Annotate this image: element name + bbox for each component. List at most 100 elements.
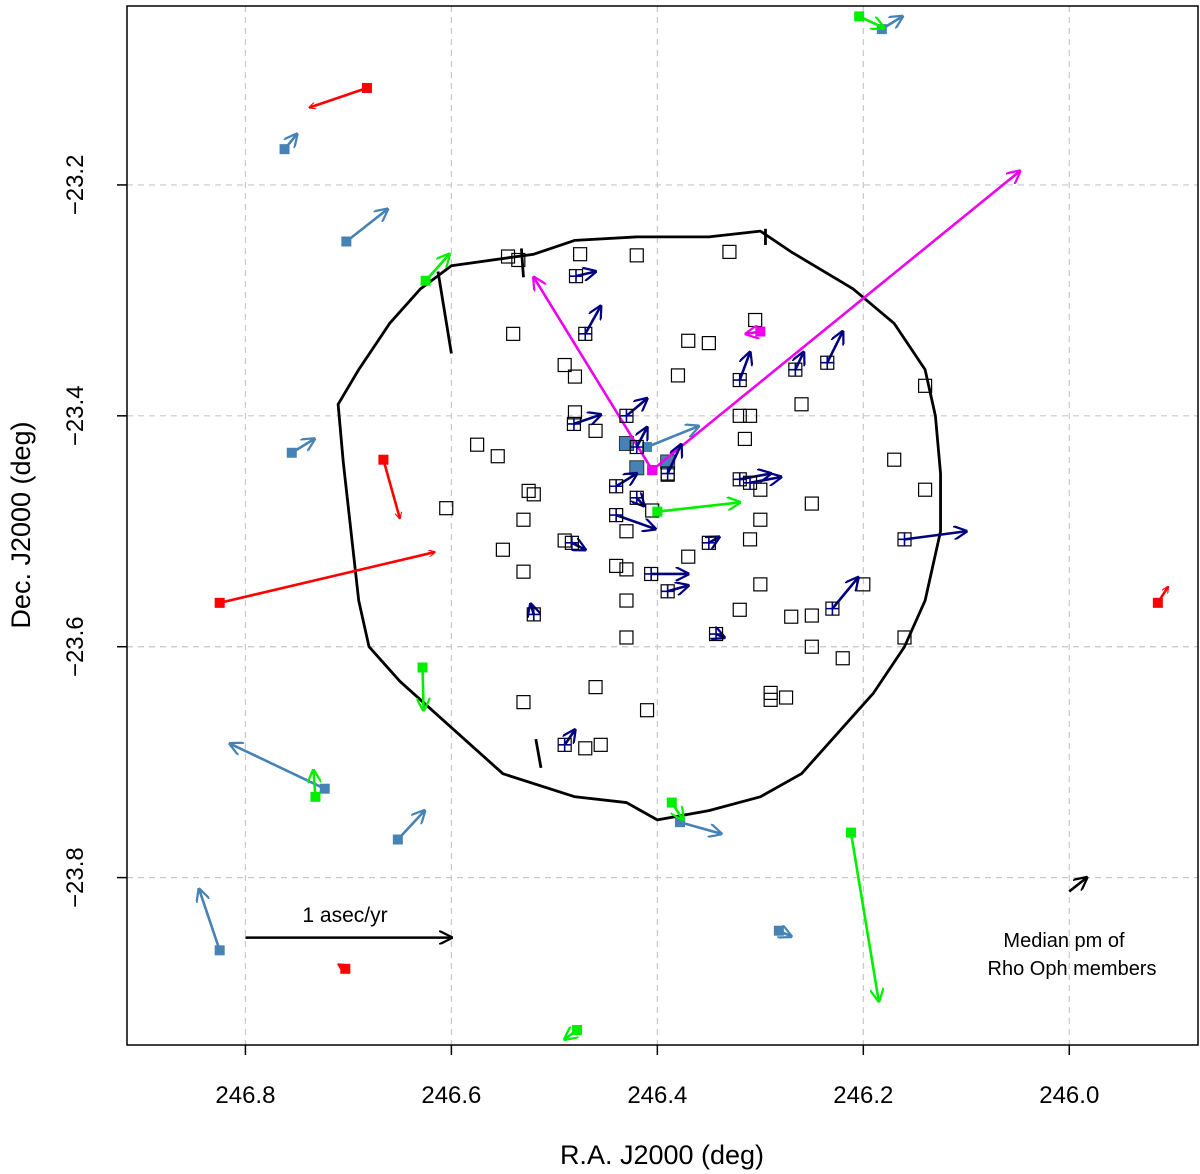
pm-arrow <box>667 586 689 592</box>
star-marker <box>319 783 330 794</box>
proper-motion-vectors <box>199 11 1170 1039</box>
star-marker <box>845 827 856 838</box>
star-marker <box>1152 597 1163 608</box>
star-marker <box>310 791 321 802</box>
open-square-marker <box>897 630 912 645</box>
outline-segment <box>436 271 453 354</box>
pm-arrow <box>904 531 967 541</box>
open-square-marker <box>804 608 819 623</box>
star-marker <box>214 945 225 956</box>
plus-marker <box>897 532 912 547</box>
open-square-marker <box>567 405 583 420</box>
open-square-marker <box>670 368 686 383</box>
plus-marker <box>566 416 581 431</box>
outline-polygon <box>336 229 942 822</box>
pm-arrow <box>831 577 858 610</box>
open-square-marker <box>748 312 763 328</box>
open-square-marker <box>681 333 696 348</box>
pm-arrow <box>230 744 326 790</box>
y-tick-label: −23.4 <box>62 385 89 446</box>
pm-arrow <box>565 730 575 746</box>
star-marker <box>773 925 784 936</box>
plus-marker <box>609 508 624 523</box>
open-square-marker <box>490 449 505 464</box>
filled-square-marker <box>629 460 645 476</box>
star-marker <box>666 797 677 808</box>
open-square-marker <box>516 564 531 579</box>
open-square-marker <box>722 244 737 259</box>
y-tick-label: −23.2 <box>62 155 89 216</box>
x-tick-label: 246.8 <box>215 1082 275 1109</box>
open-square-marker <box>794 397 809 412</box>
star-marker <box>755 326 766 337</box>
pm-arrow <box>849 832 879 1002</box>
open-square-marker <box>835 651 850 666</box>
plus-marker <box>629 490 644 505</box>
plus-marker <box>619 408 634 423</box>
open-square-marker <box>778 690 794 705</box>
pm-arrow <box>795 352 803 371</box>
plus-marker <box>820 355 835 370</box>
star-marker <box>420 275 431 286</box>
pm-arrow <box>423 667 424 710</box>
series-navy <box>527 269 967 752</box>
open-square-marker <box>629 248 644 263</box>
open-square-marker <box>753 512 768 527</box>
median-pm-label-line2: Rho Oph members <box>988 958 1157 980</box>
open-square-marker <box>619 562 634 577</box>
open-square-marker <box>737 431 752 447</box>
pm-arrow <box>625 399 647 417</box>
open-square-marker <box>439 501 454 516</box>
series-green <box>310 11 883 1039</box>
plus-marker <box>644 566 659 581</box>
outline-segment <box>534 738 543 769</box>
star-marker <box>642 441 653 452</box>
y-axis-label: Dec. J2000 (deg) <box>6 421 36 628</box>
plus-marker <box>701 535 716 550</box>
y-tick-label: −23.8 <box>62 847 89 908</box>
annotations <box>245 878 1086 938</box>
open-square-marker <box>619 630 634 645</box>
plus-marker <box>557 737 572 752</box>
open-square-marker <box>557 357 572 373</box>
open-square-marker <box>495 542 510 557</box>
open-square-marker <box>588 423 603 438</box>
scale-arrow-label: 1 asec/yr <box>302 904 387 927</box>
pm-arrow <box>679 820 721 834</box>
open-square-marker <box>619 524 634 539</box>
pm-arrow <box>534 277 654 471</box>
plus-marker <box>609 479 624 494</box>
plus-marker <box>732 373 747 388</box>
pm-arrow <box>826 332 842 364</box>
open-square-marker <box>753 577 768 592</box>
star-marker <box>378 454 389 465</box>
plus-marker <box>743 475 758 490</box>
star-marker <box>361 82 372 93</box>
star-marker <box>340 963 351 974</box>
open-square-marker <box>619 593 634 608</box>
open-square-marker <box>804 496 819 511</box>
plot-frame <box>126 5 1199 1046</box>
plus-marker <box>578 326 593 341</box>
series-steelblue <box>199 16 902 956</box>
member-markers <box>439 244 933 756</box>
open-square-marker <box>588 680 603 695</box>
open-square-marker <box>732 602 747 617</box>
open-square-marker <box>567 369 583 384</box>
x-tick-label: 246.6 <box>421 1082 481 1109</box>
star-marker <box>572 1024 583 1035</box>
pm-arrow <box>584 306 600 335</box>
outline-segment <box>520 248 525 278</box>
x-tick-label: 246.2 <box>833 1082 893 1109</box>
open-square-marker <box>609 558 624 574</box>
x-axis-label: R.A. J2000 (deg) <box>560 1140 764 1170</box>
star-marker <box>279 144 290 155</box>
plus-marker <box>564 535 579 550</box>
open-square-marker <box>918 482 933 497</box>
pm-arrow <box>573 415 601 424</box>
open-square-marker <box>701 335 716 351</box>
open-square-marker <box>784 609 799 624</box>
pm-arrow <box>615 474 637 488</box>
axes: 246.8 246.6 246.4 246.2 246.0 −23.2 −23.4 −23.6… <box>62 155 1099 1109</box>
pm-arrow <box>309 86 368 108</box>
